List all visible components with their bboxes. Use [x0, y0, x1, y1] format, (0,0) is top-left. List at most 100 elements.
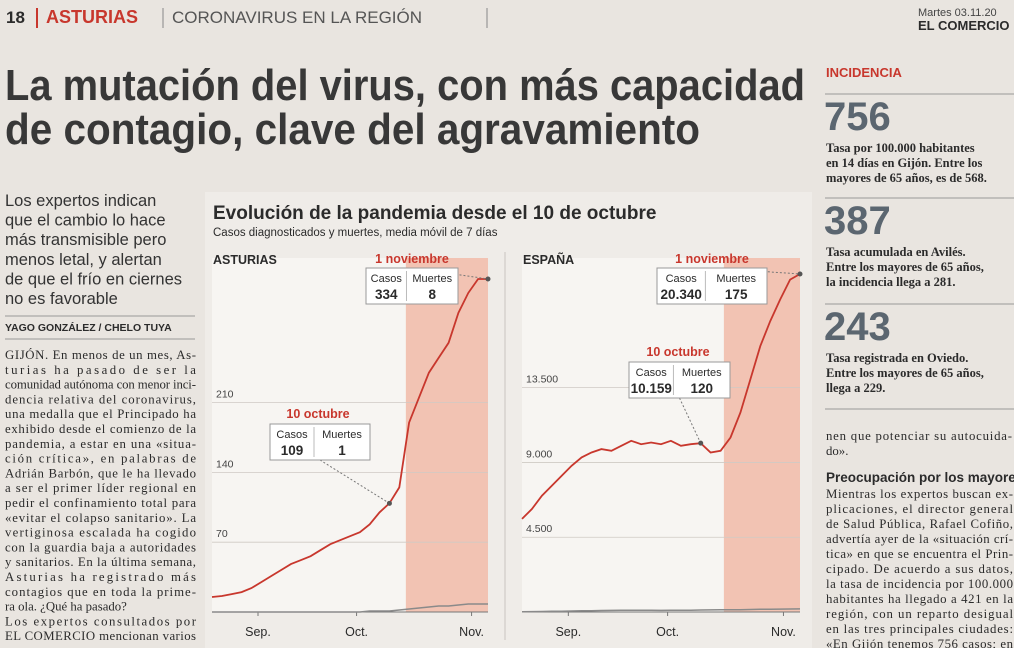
- body-line: a ser el primer líder regional en: [5, 481, 197, 495]
- topic: CORONAVIRUS EN LA REGIÓN: [172, 8, 422, 27]
- byline: YAGO GONZÁLEZ / CHELO TUYA: [5, 321, 172, 334]
- stat-text: Tasa registrada en Oviedo.: [826, 351, 968, 365]
- y-tick-label: 4.500: [526, 523, 552, 535]
- body-line: «evitar el colapso sanitario». La: [5, 511, 196, 525]
- annotation-value: 1: [338, 443, 346, 458]
- y-tick-label: 140: [216, 458, 234, 470]
- body-line: una medalla que el Principado ha: [5, 407, 196, 421]
- highlight-period: [405, 258, 488, 612]
- subhead-line: que el cambio lo hace: [5, 212, 166, 230]
- body-line: con la guardia baja a autoridades: [5, 540, 196, 554]
- subhead-line: menos letal, y alertan: [5, 251, 162, 269]
- stat-value: 387: [824, 199, 891, 243]
- annotation-value: 10.159: [631, 381, 672, 396]
- annotation-date: 1 noviembre: [675, 252, 749, 266]
- annotation-label: Casos: [636, 367, 668, 379]
- body-line: dencia relativa del coronavirus,: [5, 392, 196, 406]
- headline: de contagio, clave del agravamiento: [5, 105, 700, 154]
- annotation-label: Casos: [371, 273, 403, 285]
- date: Martes 03.11.20: [918, 7, 997, 19]
- annotation-label: Muertes: [322, 429, 362, 441]
- stat-value: 243: [824, 305, 891, 349]
- data-line: [212, 603, 488, 613]
- body-line: Adrián Barbón, que le ha llevado: [5, 466, 196, 480]
- body-line: tica» en que se encuentra el Prin-: [826, 547, 1013, 561]
- sidebar-label: INCIDENCIA: [826, 65, 902, 80]
- subhead-line: Los expertos indican: [5, 192, 156, 210]
- annotation-box: [628, 361, 731, 399]
- chart-subtitle: Casos diagnosticados y muertes, media mó…: [213, 227, 498, 239]
- highlight-point: [698, 440, 704, 446]
- stat-text: Tasa acumulada en Avilés.: [826, 245, 966, 259]
- annotation-value: 20.340: [661, 287, 702, 302]
- panel-title: ESPAÑA: [523, 252, 574, 267]
- annotation-value: 109: [281, 443, 304, 458]
- x-tick-label: Nov.: [459, 625, 484, 639]
- body-line: exhibido desde el comienzo de la: [5, 422, 196, 436]
- annotation-label: Casos: [276, 429, 308, 441]
- highlight-point: [386, 500, 392, 506]
- x-tick-label: Nov.: [771, 625, 796, 639]
- subhead-line: más transmisible pero: [5, 231, 166, 249]
- body-line: habitantes ha llegado a 421 en la: [826, 592, 1013, 606]
- body-line: Los expertos consultados por: [5, 614, 197, 628]
- body-line: región, con un reparto desigual: [826, 607, 1013, 621]
- data-line: [521, 273, 801, 520]
- x-tick-label: Oct.: [656, 625, 679, 639]
- body-line: cipado. De acuerdo a sus datos,: [826, 562, 1013, 576]
- body-line: ción crítica», en palabras de: [5, 452, 196, 466]
- body-line: GIJÓN. En menos de un mes, As-: [5, 348, 196, 362]
- x-tick-label: Oct.: [345, 625, 368, 639]
- stat-text: la incidencia llega a 281.: [826, 275, 956, 289]
- body-line: pandemia, a estar en una «situa-: [5, 437, 196, 451]
- subhead-line: no es favorable: [5, 290, 118, 308]
- page-number: 18: [6, 8, 25, 27]
- sidebar-subhead: Preocupación por los mayores: [826, 470, 1014, 485]
- annotation-date: 10 octubre: [286, 407, 349, 421]
- paper-name: EL COMERCIO: [918, 18, 1010, 33]
- annotation-date: 10 octubre: [646, 345, 709, 359]
- subhead-line: de que el frío en ciernes: [5, 270, 182, 288]
- body-line: «En Gijón tenemos 756 casos; en: [826, 637, 1014, 648]
- body-line: la tasa de incidencia por 100.000: [826, 577, 1013, 591]
- annotation-date: 1 noviembre: [375, 252, 449, 266]
- headline: La mutación del virus, con más capacidad: [5, 61, 805, 110]
- stat-text: en 14 días en Gijón. Entre los: [826, 156, 983, 170]
- annotation-value: 334: [375, 287, 398, 302]
- highlight-point: [485, 276, 491, 282]
- body-line: Mientras los expertos buscan ex-: [826, 487, 1013, 501]
- stat-text: Tasa por 100.000 habitantes: [826, 141, 975, 155]
- stat-text: llega a 229.: [826, 381, 885, 395]
- highlight-point: [797, 271, 803, 277]
- leader-line: [319, 459, 390, 504]
- annotation-box: [269, 423, 371, 461]
- body-line: nen que potenciar su autocuida-: [826, 429, 1012, 443]
- stat-text: Entre los mayores de 65 años,: [826, 366, 984, 380]
- annotation-value: 120: [690, 381, 713, 396]
- body-line: contagios que en toda la prime-: [5, 585, 196, 599]
- body-line: Asturias ha registrado más: [5, 570, 196, 584]
- leader-line: [679, 397, 702, 444]
- body-line: EL COMERCIO mencionan varios: [5, 629, 196, 643]
- section: ASTURIAS: [46, 7, 138, 27]
- stat-text: Entre los mayores de 65 años,: [826, 260, 984, 274]
- body-line: plicaciones, el director general: [826, 502, 1013, 516]
- body-line: turias ha pasado de ser la: [5, 363, 196, 377]
- content: Los expertos indican que el cambio lo hac…: [5, 65, 1014, 648]
- highlight-period: [723, 258, 800, 612]
- data-line: [521, 608, 801, 613]
- annotation-label: Muertes: [682, 367, 722, 379]
- annotation-label: Muertes: [412, 273, 452, 285]
- annotation-value: 8: [428, 287, 436, 302]
- panel-title: ASTURIAS: [213, 253, 277, 267]
- annotation-box: [365, 267, 459, 305]
- body-line: do».: [826, 444, 848, 458]
- annotation-label: Muertes: [716, 273, 756, 285]
- body-line: y sanitarios. En la última semana,: [5, 555, 196, 569]
- y-tick-label: 210: [216, 389, 234, 401]
- body-line: vertiginosa escalada ha cogido: [5, 526, 196, 540]
- body-line: comunidad autónoma con menor inci-: [5, 378, 196, 392]
- stat-text: mayores de 65 años, es de 568.: [826, 171, 987, 185]
- annotation-value: 175: [725, 287, 748, 302]
